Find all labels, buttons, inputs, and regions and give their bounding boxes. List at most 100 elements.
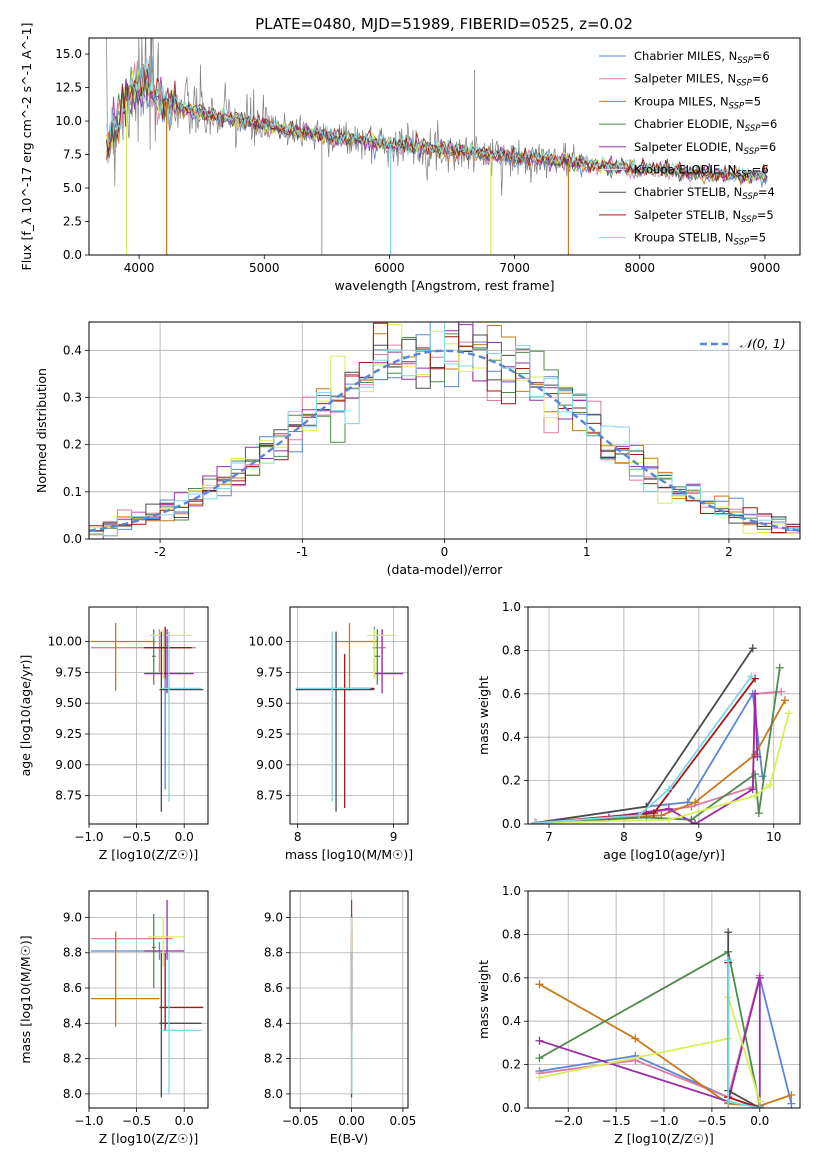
y-tick-label: 9.00	[256, 758, 283, 772]
y-tick-label: 9.75	[256, 665, 283, 679]
weight-line-salpeter-miles	[539, 975, 761, 1099]
y-tick-label: 12.5	[55, 81, 82, 95]
y-tick-label: 0.0	[502, 1101, 521, 1115]
y-tick-label: 8.0	[63, 1087, 82, 1101]
weight-marker	[766, 780, 775, 789]
histogram-kroupa-stelib	[89, 322, 800, 537]
x-tick-label: 9	[695, 830, 703, 844]
figure-title: PLATE=0480, MJD=51989, FIBERID=0525, z=0…	[255, 15, 633, 33]
weight-marker	[748, 644, 757, 653]
y-tick-label: 9.25	[256, 727, 283, 741]
errorbar-salpeter-stelib	[332, 653, 375, 808]
weight-marker	[755, 973, 764, 982]
legend-label: Chabrier STELIB, NSSP=4	[634, 185, 775, 202]
x-tick-label: −0.5	[697, 1114, 726, 1128]
y-tick-label: 9.0	[63, 910, 82, 924]
x-tick-label: 7	[545, 830, 553, 844]
x-axis-label: Z [log10(Z/Z☉)]	[99, 1131, 199, 1146]
axes-frame	[527, 890, 801, 1109]
y-axis-label: mass [log10(M/M☉)]	[18, 935, 33, 1063]
y-tick-label: 9.00	[55, 758, 82, 772]
x-tick-label: 8	[294, 830, 302, 844]
weight-marker	[649, 809, 658, 818]
x-axis-label: Z [log10(Z/Z☉)]	[99, 847, 199, 862]
age-vs-mass-panel: 8 9 8.75 9.00 9.25 9.50 9.75 10.00 mass [log10(M…	[249, 606, 413, 862]
y-tick-label: 9.0	[264, 910, 283, 924]
y-tick-label: 8.75	[256, 789, 283, 803]
weight-marker	[664, 804, 673, 813]
y-tick-label: 0.4	[502, 730, 521, 744]
y-tick-label: 0.0	[63, 532, 82, 546]
weight-marker	[781, 696, 790, 705]
x-tick-label: −1.0	[74, 830, 103, 844]
errorbar-chabrier-elodie	[151, 629, 156, 685]
y-tick-label: 0.3	[63, 390, 82, 404]
weight-marker	[631, 1034, 640, 1043]
legend-label: Salpeter ELODIE, NSSP=6	[634, 140, 776, 157]
y-axis-label: Flux [f_λ 10^-17 erg cm^-2 s^-1 A^-1]	[19, 23, 34, 271]
weight-marker	[784, 709, 793, 718]
y-tick-label: 5.0	[63, 181, 82, 195]
errorbar-kroupa-stelib	[161, 631, 202, 802]
y-tick-label: 0.8	[502, 927, 521, 941]
weight-marker	[775, 663, 784, 672]
legend-label: Kroupa ELODIE, NSSP=6	[634, 163, 769, 180]
x-tick-label: 7000	[499, 261, 530, 275]
y-tick-label: 10.00	[249, 635, 283, 649]
y-tick-label: 8.8	[264, 946, 283, 960]
age-vs-metallicity-panel: −1.0 −0.5 0.0 8.75 9.00 9.25 9.50 9.75 10.00 Z [l…	[18, 606, 209, 862]
weight-marker	[535, 1073, 544, 1082]
x-tick-label: 0.0	[175, 830, 194, 844]
residuals-panel: -2 -1 0 1 2 0.0 0.1 0.2 0.3 0.4 (data-model)/error…	[34, 321, 801, 577]
y-tick-label: 8.8	[63, 946, 82, 960]
x-tick-label: −1.0	[649, 1114, 678, 1128]
x-tick-label: 1	[583, 545, 591, 559]
weight-marker	[755, 1104, 764, 1108]
weight-marker	[751, 791, 760, 800]
axes-frame	[527, 606, 801, 825]
y-axis-label: Normed distribution	[34, 368, 49, 493]
errorbar-chabrier-stelib	[159, 631, 204, 812]
y-tick-label: 0.0	[63, 248, 82, 262]
weight-marker	[535, 1054, 544, 1063]
y-tick-label: 15.0	[55, 47, 82, 61]
x-tick-label: −1.0	[74, 1114, 103, 1128]
legend-label: Chabrier MILES, NSSP=6	[634, 49, 770, 66]
y-tick-label: 9.75	[55, 665, 82, 679]
errorbar-kroupa-elodie	[148, 917, 185, 967]
y-tick-label: 8.4	[63, 1016, 82, 1030]
weight-marker	[535, 1036, 544, 1045]
y-tick-label: 0.0	[502, 817, 521, 831]
axes-frame	[289, 890, 409, 1109]
weight-marker	[758, 772, 767, 781]
y-axis-label: age [log10(age/yr)]	[18, 655, 33, 777]
y-tick-label: 0.4	[502, 1014, 521, 1028]
errorbar-kroupa-elodie	[366, 629, 396, 679]
weight-marker	[634, 811, 643, 820]
weight-marker	[753, 752, 762, 761]
errorbar-chabrier-stelib	[159, 952, 202, 1098]
legend-label: Salpeter STELIB, NSSP=5	[634, 208, 774, 225]
errorbar-salpeter-stelib	[159, 952, 204, 1031]
y-tick-label: 8.6	[63, 981, 82, 995]
y-tick-label: 9.50	[55, 696, 82, 710]
weight-marker	[748, 785, 757, 794]
y-axis-label: mass weight	[476, 960, 491, 1039]
model-spectrum-kroupa-stelib	[106, 58, 768, 183]
weight-line-salpeter-miles	[535, 690, 782, 824]
x-tick-label: 8	[620, 830, 628, 844]
errorbar-kroupa-elodie	[149, 629, 192, 679]
errorbar-kroupa-stelib	[295, 631, 371, 802]
weight-line-chabrier-elodie	[535, 667, 781, 824]
weight-marker	[787, 1099, 796, 1108]
legend-label: Kroupa STELIB, NSSP=5	[634, 231, 766, 248]
x-tick-label: −1.5	[602, 1114, 631, 1128]
x-tick-label: 10	[766, 830, 781, 844]
y-tick-label: 1.0	[502, 884, 521, 898]
axes-frame	[88, 37, 801, 256]
errorbar-salpeter-elodie	[374, 629, 404, 694]
errorbar-kroupa-stelib	[161, 952, 202, 1094]
weight-line-chabrier-elodie	[539, 950, 761, 1106]
x-tick-label: 9	[390, 830, 398, 844]
x-tick-label: 9000	[750, 261, 781, 275]
